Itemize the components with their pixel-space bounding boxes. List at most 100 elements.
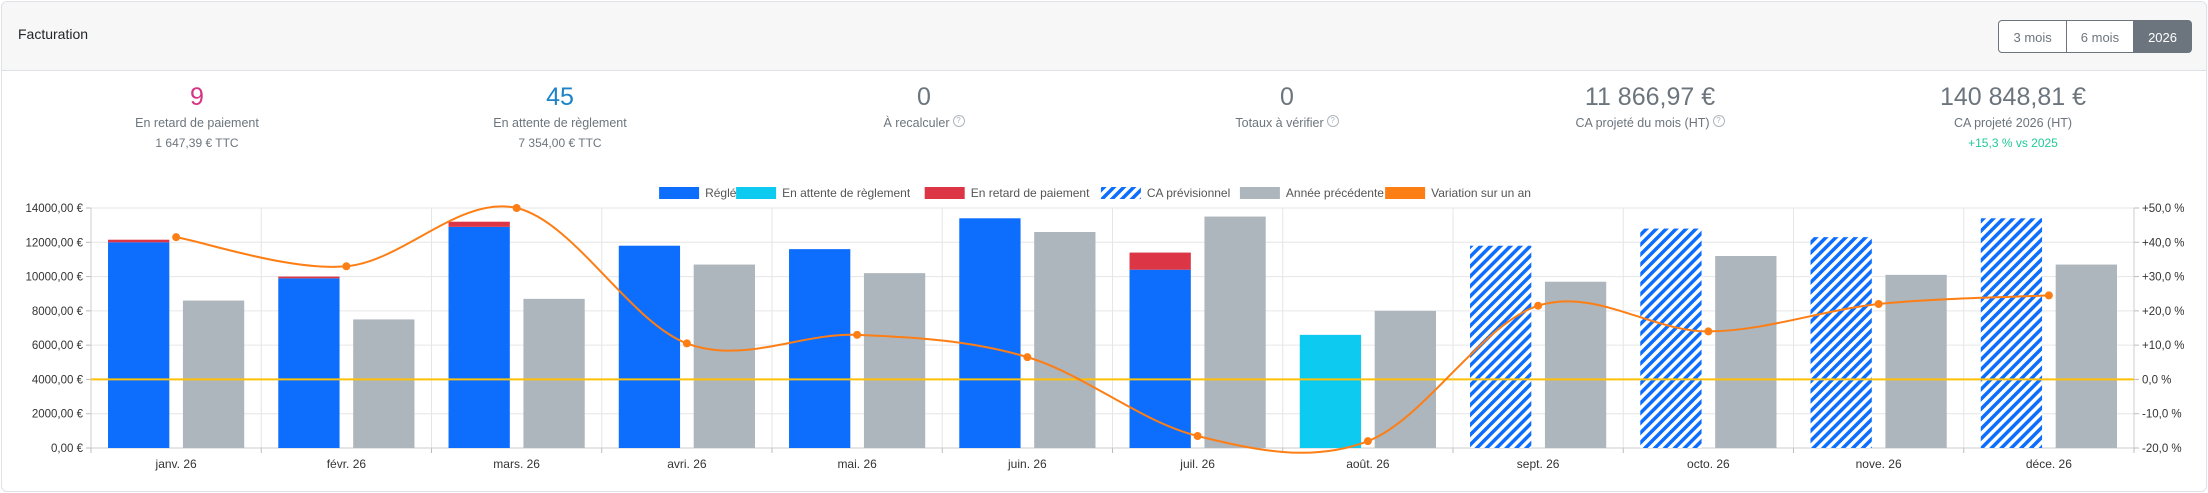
x-tick-label: févr. 26 [327,457,367,471]
help-icon[interactable]: ? [1326,115,1339,127]
x-tick-label: janv. 26 [155,457,197,471]
y-left-tick-label: 4000,00 € [32,374,84,386]
kpi-label: Totaux à vérifier? [1117,114,1457,132]
x-tick-label: octo. 26 [1687,457,1730,471]
x-tick-label: avri. 26 [667,457,707,471]
y-right-tick-label: +50,0 % [2142,203,2185,215]
bar-r-gl- [1129,269,1191,448]
legend-swatch [1100,187,1141,199]
x-tick-label: sept. 26 [1517,457,1560,471]
bar-previous-year [353,319,415,448]
kpi-totals-to-check: 0 Totaux à vérifier? [1117,82,1457,132]
legend-label: Variation sur un an [1431,186,1531,200]
period-selector: 3 mois 6 mois 2026 [1998,20,2192,53]
kpi-label-text: Totaux à vérifier [1235,116,1324,130]
y-right-tick-label: +10,0 % [2142,340,2185,352]
legend-swatch [1385,187,1426,199]
variation-point [853,330,862,339]
kpi-projected-year: 140 848,81 € CA projeté 2026 (HT) +15,3 … [1843,82,2183,151]
bar-previous-year [523,298,585,448]
bar-en-attente-de-r-glement [1299,334,1362,448]
bar-previous-year [693,264,755,448]
variation-point [1363,437,1372,446]
bar-r-gl- [618,245,681,448]
legend-label: En retard de paiement [971,186,1090,200]
kpi-value: 0 [1280,83,1294,111]
help-icon[interactable]: ? [1712,115,1725,127]
y-left-tick-label: 2000,00 € [32,409,84,421]
bar-previous-year [1715,256,1777,448]
x-tick-label: mai. 26 [837,457,877,471]
legend-label: CA prévisionnel [1147,186,1230,200]
kpi-projected-month: 11 866,97 € CA projeté du mois (HT)? [1480,82,1820,132]
y-right-tick-label: 0,0 % [2142,374,2171,386]
kpi-value: 0 [917,83,931,111]
x-tick-label: nove. 26 [1856,457,1902,471]
period-3-months-button[interactable]: 3 mois [1998,20,2067,53]
x-tick-label: juin. 26 [1007,457,1047,471]
kpi-label: En retard de paiement [135,116,259,130]
billing-chart: Réglé En attente de règlement En retard de… [25,186,2185,471]
y-left-tick-label: 14000,00 € [25,203,83,215]
variation-line [175,205,2049,454]
bar-previous-year [1544,281,1607,448]
kpi-value: 45 [546,83,574,111]
variation-point [1704,327,1713,336]
kpi-value: 9 [190,83,204,111]
kpi-label-text: À recalculer [883,116,950,130]
variation-point [512,204,521,212]
y-left-tick-label: 12000,00 € [25,237,83,249]
kpi-label: En attente de règlement [493,116,627,130]
help-icon[interactable]: ? [952,115,965,127]
period-year-button[interactable]: 2026 [2133,20,2192,53]
y-right-tick-label: -20,0 % [2142,443,2182,455]
kpi-pending-payment: 45 En attente de règlement 7 354,00 € TT… [390,82,730,151]
legend-label: En attente de règlement [782,186,911,200]
y-right-tick-label: +20,0 % [2142,306,2185,318]
bar-en-retard-de-paiement [1129,252,1191,270]
kpi-value: 140 848,81 € [1940,83,2086,111]
y-right-tick-label: +40,0 % [2142,237,2185,249]
kpi-label: CA projeté du mois (HT)? [1480,114,1820,132]
kpi-label-text: CA projeté du mois (HT) [1575,116,1710,130]
bar-previous-year [182,300,245,448]
y-left-tick-label: 0,00 € [51,443,84,455]
bar-previous-year [1204,216,1266,448]
bar-en-retard-de-paiement [448,221,510,227]
kpi-sub: +15,3 % vs 2025 [1968,136,2058,150]
y-left-tick-label: 10000,00 € [25,272,83,284]
legend-swatch [736,187,777,199]
card-header: Facturation 3 mois 6 mois 2026 [2,2,2206,71]
bar-en-retard-de-paiement [108,239,170,243]
bar-ca-pr-visionnel [1810,237,1872,448]
variation-point [172,233,181,242]
x-tick-label: mars. 26 [493,457,540,471]
y-right-tick-label: +30,0 % [2142,272,2185,284]
y-left-tick-label: 6000,00 € [32,340,84,352]
variation-point [342,262,351,271]
x-tick-label: juil. 26 [1179,457,1215,471]
kpi-label: CA projeté 2026 (HT) [1953,116,2073,130]
bar-ca-pr-visionnel [1470,245,1532,448]
card-title: Facturation [18,26,89,42]
bar-r-gl- [959,218,1021,448]
variation-point [682,339,691,348]
period-6-months-button[interactable]: 6 mois [2065,20,2135,53]
kpi-value: 11 866,97 € [1584,83,1716,111]
kpi-sub: 7 354,00 € TTC [518,136,602,150]
bar-previous-year [2055,264,2117,448]
variation-point [2044,291,2053,300]
y-left-tick-label: 8000,00 € [32,306,84,318]
legend-swatch [924,187,965,199]
bar-en-retard-de-paiement [278,276,340,279]
y-right-tick-label: -10,0 % [2142,409,2182,421]
variation-point [1023,353,1032,362]
variation-point [1874,300,1883,308]
kpi-row: 9 En retard de paiement 1 647,39 € TTC 4… [2,82,2206,162]
legend-label: Réglé [705,186,737,200]
kpi-late-payment: 9 En retard de paiement 1 647,39 € TTC [27,82,367,151]
bar-ca-pr-visionnel [1640,228,1702,448]
variation-point [1193,432,1202,440]
kpi-sub: 1 647,39 € TTC [155,136,239,150]
